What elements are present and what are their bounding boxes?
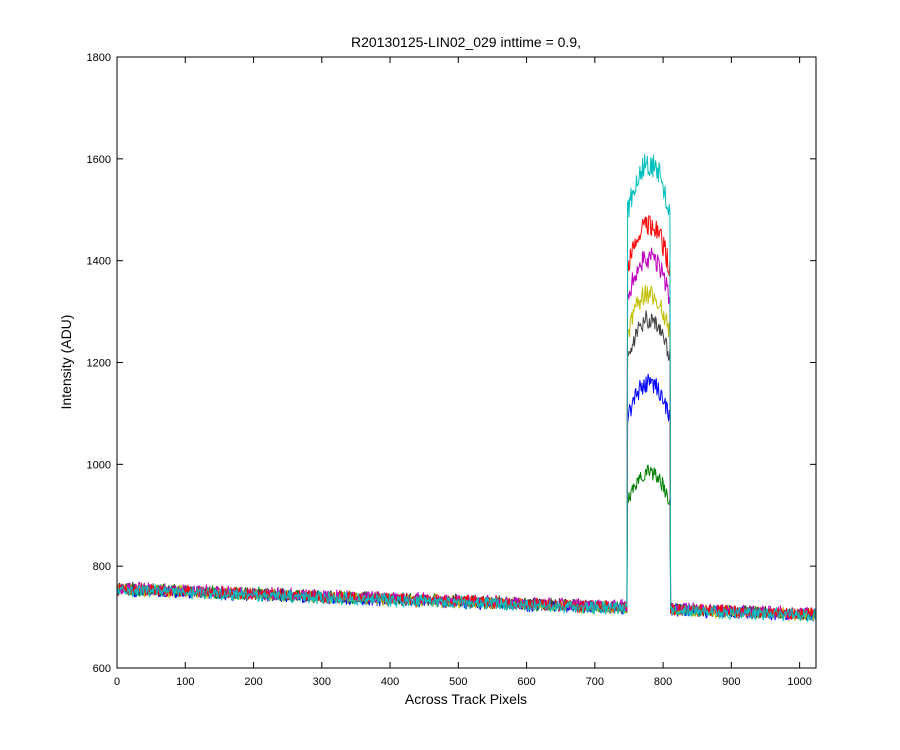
- y-tick-label: 1400: [87, 256, 111, 268]
- y-tick-label: 1600: [87, 154, 111, 166]
- x-tick-label: 600: [517, 676, 535, 688]
- x-tick-label: 400: [381, 676, 399, 688]
- y-axis: 600 800 1000 1200 1400 1600 1800: [87, 52, 816, 675]
- y-tick-label: 1800: [87, 52, 111, 64]
- series-line-6: [116, 153, 817, 623]
- series-layer: [116, 153, 817, 623]
- plot-background: [117, 57, 816, 668]
- y-axis-label: Intensity (ADU): [58, 315, 74, 410]
- x-axis-label: Across Track Pixels: [405, 691, 527, 707]
- x-tick-label: 300: [313, 676, 331, 688]
- x-tick-label: 100: [176, 676, 194, 688]
- x-tick-label: 900: [722, 676, 740, 688]
- y-tick-label: 1200: [87, 358, 111, 370]
- x-tick-label: 500: [449, 676, 467, 688]
- y-tick-label: 1000: [87, 459, 111, 471]
- x-tick-label: 800: [654, 676, 672, 688]
- x-tick-label: 1000: [787, 676, 811, 688]
- chart-title: R20130125-LIN02_029 inttime = 0.9,: [351, 34, 581, 50]
- x-tick-label: 200: [244, 676, 262, 688]
- y-tick-label: 800: [93, 561, 111, 573]
- y-tick-label: 600: [93, 663, 111, 675]
- x-axis: 0 100 200 300 400 500 600 700 800 900 1000: [114, 57, 812, 688]
- x-tick-label: 0: [114, 676, 120, 688]
- x-tick-label: 700: [586, 676, 604, 688]
